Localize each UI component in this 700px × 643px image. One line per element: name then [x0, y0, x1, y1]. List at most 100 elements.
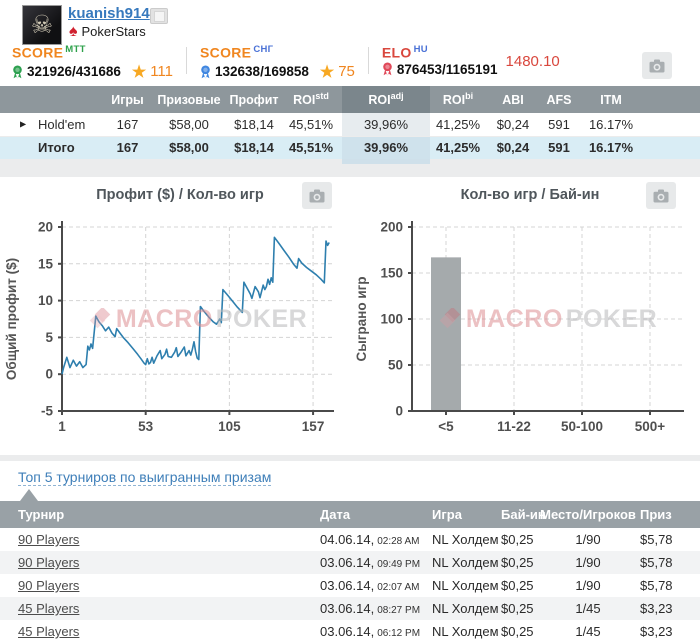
score-mtt-sup: MTT [65, 44, 86, 55]
tournament-place-cell: 1/90 [575, 555, 601, 570]
top5-tournaments-link[interactable]: Топ 5 турниров по выигранным призам [18, 469, 272, 486]
stats-cell: $0,24 [496, 116, 530, 132]
filler [644, 86, 700, 113]
tournament-link[interactable]: 90 Players [18, 578, 80, 593]
score-mtt-value: 321926/431686 [27, 64, 121, 80]
svg-text:1: 1 [58, 419, 66, 434]
stats-cell: 591 [548, 140, 570, 156]
tournament-col-header: Дата [300, 501, 428, 528]
chart-screenshot-button[interactable] [302, 182, 332, 209]
notes-icon[interactable] [150, 8, 168, 24]
stats-cell: 41,25% [435, 116, 481, 132]
tournament-place-cell: 1/45 [575, 601, 601, 616]
tournament-row: 45 Players 03.06.14, 06:12 PM NL Холдем $0,2… [0, 620, 700, 643]
tournament-link[interactable]: 90 Players [18, 532, 80, 547]
tournament-buyin-cell: $0,25 [501, 601, 534, 616]
svg-text:Общий профит ($): Общий профит ($) [4, 258, 19, 380]
stats-row[interactable]: ▶ Hold'em 167 $58,00 $18,14 45,51% 39,96% 41,25… [0, 113, 700, 136]
elo-rating: 1480.10 [505, 52, 560, 70]
stats-col-header: ROIadj [342, 86, 430, 113]
score-sng-label: SCORE [200, 44, 252, 61]
svg-text:50-100: 50-100 [561, 419, 603, 434]
camera-icon [653, 189, 669, 202]
tournament-game-cell: NL Холдем [432, 578, 499, 593]
svg-text:15: 15 [38, 256, 54, 271]
stats-col-header: ROIstd [280, 86, 342, 113]
tournament-date-cell: 03.06.14, 09:49 PM [300, 551, 428, 574]
stats-cell: 39,96% [342, 113, 430, 136]
stats-col-header: Игры [105, 86, 150, 113]
tournament-buyin-cell: $0,25 [501, 532, 534, 547]
tournament-row: 45 Players 03.06.14, 08:27 PM NL Холдем $0,2… [0, 597, 700, 620]
section-gap [0, 455, 700, 461]
tourn-table-head: Турнир Дата Игра Бай-ин Место/Игроков Приз [0, 501, 700, 528]
time-label: 08:27 PM [377, 605, 421, 616]
top5-link-row: Топ 5 турниров по выигранным призам [0, 461, 700, 489]
expand-arrow-icon[interactable]: ▶ [20, 119, 27, 129]
stats-col-header: ITM [578, 86, 644, 113]
stats-row[interactable]: Итого 167 $58,00 $18,14 45,51% 39,96% 41,25% $0… [0, 136, 700, 159]
chart-screenshot-button[interactable] [646, 182, 676, 209]
svg-text:500+: 500+ [635, 419, 666, 434]
score-mtt-stars: 111 [150, 63, 174, 81]
tournament-buyin-cell: $0,25 [501, 555, 534, 570]
stats-cell: $58,00 [169, 140, 209, 156]
tournament-date-cell: 03.06.14, 06:12 PM [300, 620, 428, 643]
stats-cell: 45,51% [288, 116, 334, 132]
username-link[interactable]: kuanish914 [68, 5, 150, 22]
medal-red-icon [383, 62, 392, 76]
stats-cell: 45,51% [288, 140, 334, 156]
profit-line-chart: -5 0 5 10 15 20 1 53 105 157 Общий профит ($) [4, 220, 334, 434]
tournaments-table: Турнир Дата Игра Бай-ин Место/Игроков Приз 90… [0, 501, 700, 643]
pointer-strip [0, 489, 700, 501]
elo-label: ELO [381, 44, 412, 61]
tournament-link[interactable]: 90 Players [18, 555, 80, 570]
medal-blue-icon [201, 65, 210, 79]
tourn-table-body: 90 Players 04.06.14, 02:28 AM NL Холдем $0,2… [0, 528, 700, 643]
game-type-cell: Итого [0, 136, 105, 159]
svg-text:0: 0 [395, 404, 403, 419]
tournament-link[interactable]: 45 Players [18, 601, 80, 616]
elo-value: 876453/1165191 [396, 61, 498, 77]
svg-text:200: 200 [380, 220, 403, 235]
svg-text:-5: -5 [41, 404, 53, 419]
svg-text:53: 53 [138, 419, 154, 434]
svg-text:0: 0 [45, 367, 53, 382]
game-type-cell: ▶ Hold'em [0, 113, 105, 136]
tournament-col-header: Бай-ин [498, 501, 546, 528]
score-mtt-label: SCORE [12, 44, 64, 61]
charts-section: Профит ($) / Кол-во игр -5 0 5 10 15 20 1 53 105… [0, 177, 700, 455]
tournament-place-cell: 1/45 [575, 624, 601, 639]
adj-column-tail [342, 159, 430, 164]
svg-text:100: 100 [380, 312, 403, 327]
screenshot-button[interactable] [642, 52, 672, 79]
tournament-col-header: Место/Игроков [536, 501, 640, 528]
avatar[interactable]: ☠ [22, 5, 62, 45]
filler [644, 113, 700, 136]
stats-cell: 16.17% [588, 116, 634, 132]
pokerstars-spade-icon: ♠ [69, 22, 78, 40]
tournament-prize-cell: $5,78 [640, 532, 673, 547]
stats-table-body: ▶ Hold'em 167 $58,00 $18,14 45,51% 39,96% 41,25… [0, 113, 700, 159]
poker-site: ♠ PokerStars [69, 22, 146, 40]
profit-chart-title: Профит ($) / Кол-во игр [96, 187, 264, 203]
svg-text:157: 157 [302, 419, 325, 434]
tournament-place-cell: 1/90 [575, 532, 601, 547]
tournament-buyin-cell: $0,25 [501, 624, 534, 639]
svg-text:150: 150 [380, 266, 403, 281]
elo-block: ELO HU 876453/1165191 1480.10 [382, 44, 573, 77]
tournament-name-cell: 90 Players [0, 574, 300, 597]
stats-cell: 16.17% [588, 140, 634, 156]
tournament-link[interactable]: 45 Players [18, 624, 80, 639]
tournament-name-cell: 45 Players [0, 620, 300, 643]
stats-cell: $18,14 [234, 116, 274, 132]
score-mtt-block: SCORE MTT 321926/431686 ★ 111 [12, 44, 186, 82]
elo-sup: HU [413, 44, 428, 55]
stats-col-header: Призовые [150, 86, 228, 113]
games-chart-title: Кол-во игр / Бай-ин [460, 187, 600, 203]
date-label: 04.06.14, [320, 532, 375, 547]
svg-text:5: 5 [45, 330, 53, 345]
stats-cell: 167 [116, 140, 139, 156]
game-type-label: Итого [38, 140, 75, 156]
score-sng-stars: 75 [338, 63, 355, 81]
